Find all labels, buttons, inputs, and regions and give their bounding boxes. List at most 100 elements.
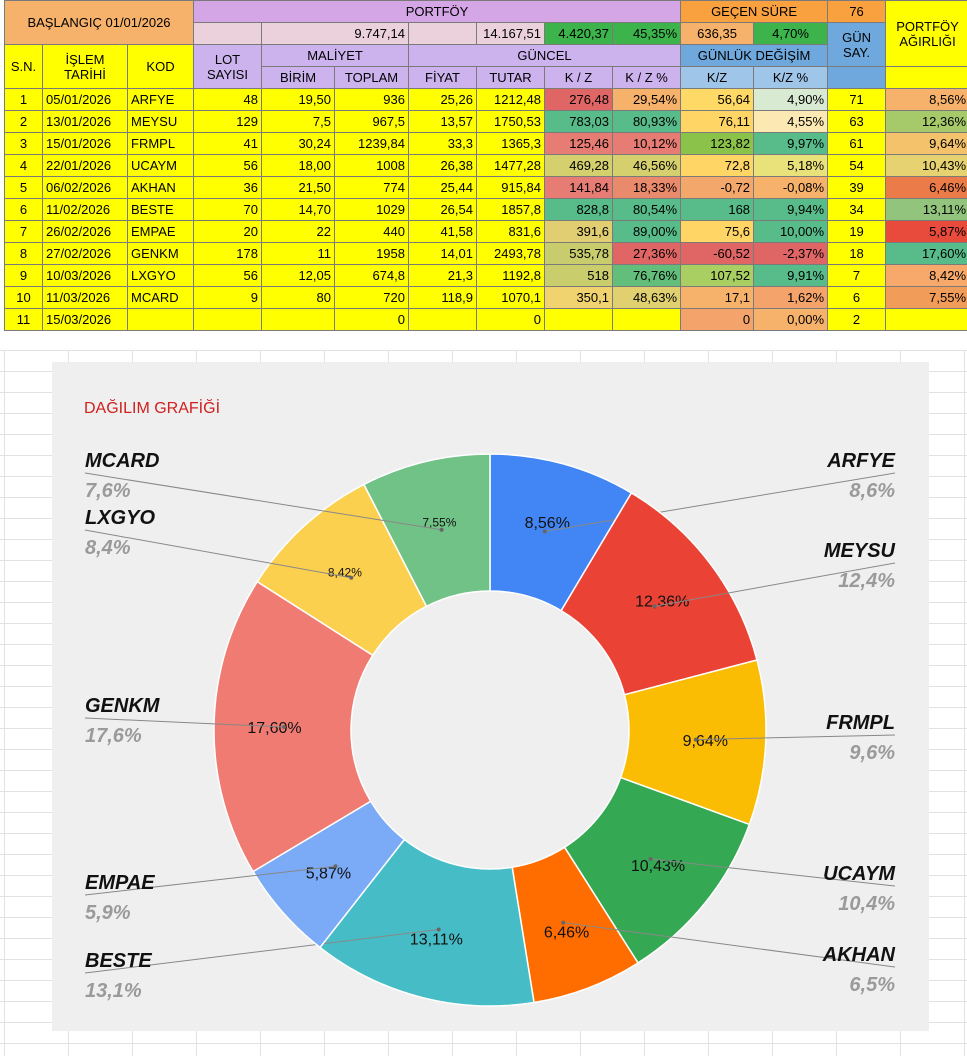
row-amount: 1365,3 <box>476 132 545 155</box>
slice-label-genkm: 17,60% <box>247 720 301 737</box>
slice-label-meysu: 12,36% <box>635 594 689 611</box>
row-pl: 391,6 <box>544 220 613 243</box>
row-pl: 125,46 <box>544 132 613 155</box>
row-lot: 48 <box>193 88 262 111</box>
row-amount: 0 <box>476 308 545 331</box>
row-pl: 141,84 <box>544 176 613 199</box>
legend-pct-ucaym: 10,4% <box>838 893 895 915</box>
table-row: 2 13/01/2026 MEYSU 129 7,5 967,5 13,57 1750,53 7… <box>4 110 967 133</box>
row-sn: 5 <box>4 176 43 199</box>
row-weight: 8,56% <box>885 88 967 111</box>
row-price: 118,9 <box>408 286 477 309</box>
row-weight: 13,11% <box>885 198 967 221</box>
row-date: 26/02/2026 <box>42 220 128 243</box>
row-price: 33,3 <box>408 132 477 155</box>
row-sn: 8 <box>4 242 43 265</box>
row-code: AKHAN <box>127 176 194 199</box>
leader-line-lxgyo <box>84 529 352 579</box>
row-total: 0 <box>334 308 409 331</box>
row-days: 6 <box>827 286 887 309</box>
row-daily-pl: -0,72 <box>680 176 755 199</box>
row-date: 15/01/2026 <box>42 132 128 155</box>
legend-name-arfye: ARFYE <box>826 450 895 472</box>
row-weight: 6,46% <box>885 176 967 199</box>
row-daily-pl-pct: 10,00% <box>753 220 829 243</box>
row-code: LXGYO <box>127 264 194 287</box>
col-unit: BİRİM <box>261 66 335 89</box>
row-lot: 70 <box>193 198 262 221</box>
col-pl-pct: K / Z % <box>611 66 682 89</box>
row-weight: 17,60% <box>885 242 967 265</box>
portfolio-header: PORTFÖY <box>192 0 682 23</box>
row-pl-pct: 80,54% <box>611 198 682 221</box>
leader-dot-lxgyo <box>349 575 354 580</box>
row-daily-pl: 76,11 <box>680 110 755 133</box>
slice-label-empae: 5,87% <box>306 866 351 883</box>
row-code: ARFYE <box>127 88 194 111</box>
row-daily-pl: 17,1 <box>680 286 755 309</box>
row-date: 06/02/2026 <box>42 176 128 199</box>
portfolio-table: BAŞLANGIÇ 01/01/2026 PORTFÖY GEÇEN SÜRE … <box>4 0 967 331</box>
leader-dot-mcard <box>439 527 444 532</box>
legend-name-ucaym: UCAYM <box>823 863 896 885</box>
leader-line-akhan <box>563 922 896 968</box>
row-pl-pct: 89,00% <box>611 220 682 243</box>
row-pl: 535,78 <box>544 242 613 265</box>
col-price: FİYAT <box>408 66 477 89</box>
leader-dot-beste <box>436 927 441 932</box>
legend-pct-frmpl: 9,6% <box>849 742 895 764</box>
row-date: 27/02/2026 <box>42 242 128 265</box>
row-days: 18 <box>827 242 887 265</box>
leader-dot-empae <box>333 864 338 869</box>
row-sn: 10 <box>4 286 43 309</box>
row-total: 1008 <box>334 154 409 177</box>
legend-name-lxgyo: LXGYO <box>85 507 155 529</box>
days-header: GÜN SAY. <box>827 22 887 67</box>
row-total: 936 <box>334 88 409 111</box>
row-amount: 1857,8 <box>476 198 545 221</box>
slice-label-arfye: 8,56% <box>525 515 570 532</box>
leader-dot-meysu <box>652 604 657 609</box>
portfolio-cost-total: 9.747,14 <box>261 22 409 45</box>
row-pl: 518 <box>544 264 613 287</box>
row-days: 19 <box>827 220 887 243</box>
legend-name-frmpl: FRMPL <box>826 712 895 734</box>
row-pl: 828,8 <box>544 198 613 221</box>
row-code: FRMPL <box>127 132 194 155</box>
row-pl-pct: 18,33% <box>611 176 682 199</box>
row-pl-pct: 10,12% <box>611 132 682 155</box>
legend-name-beste: BESTE <box>85 950 152 972</box>
col-amount: TUTAR <box>476 66 545 89</box>
row-weight: 8,42% <box>885 264 967 287</box>
legend-pct-genkm: 17,6% <box>85 725 142 747</box>
row-daily-pl-pct: 9,97% <box>753 132 829 155</box>
slice-label-beste: 13,11% <box>410 932 463 949</box>
row-daily-pl: 72,8 <box>680 154 755 177</box>
row-amount: 1070,1 <box>476 286 545 309</box>
row-lot: 56 <box>193 154 262 177</box>
row-amount: 1750,53 <box>476 110 545 133</box>
row-pl: 783,03 <box>544 110 613 133</box>
row-days: 61 <box>827 132 887 155</box>
cost-group-header: MALİYET <box>261 44 409 67</box>
row-weight: 9,64% <box>885 132 967 155</box>
row-daily-pl-pct: 5,18% <box>753 154 829 177</box>
row-code: MCARD <box>127 286 194 309</box>
donut-chart: 8,56% ARFYE 8,6% 12,36% MEYSU 12,4% 9,64% FRMPL… <box>84 450 896 1007</box>
row-days: 63 <box>827 110 887 133</box>
row-total: 1239,84 <box>334 132 409 155</box>
slice-label-lxgyo: 8,42% <box>328 566 362 580</box>
table-row: 7 26/02/2026 EMPAE 20 22 440 41,58 831,6 391,6 89… <box>4 220 967 243</box>
row-pl-pct: 29,54% <box>611 88 682 111</box>
chart-panel: DAĞILIM GRAFİĞİ 8,56% ARFYE 8,6% 12,36% MEYS… <box>52 362 929 1031</box>
col-lot: LOT SAYISI <box>193 44 262 89</box>
leader-line-empae <box>84 865 336 896</box>
legend-name-akhan: AKHAN <box>822 944 896 966</box>
row-sn: 4 <box>4 154 43 177</box>
row-unit: 11 <box>261 242 335 265</box>
table-row: 8 27/02/2026 GENKM 178 11 1958 14,01 2493,78 535… <box>4 242 967 265</box>
leader-dot-genkm <box>282 725 287 730</box>
row-unit: 19,50 <box>261 88 335 111</box>
row-daily-pl: 107,52 <box>680 264 755 287</box>
row-lot: 9 <box>193 286 262 309</box>
